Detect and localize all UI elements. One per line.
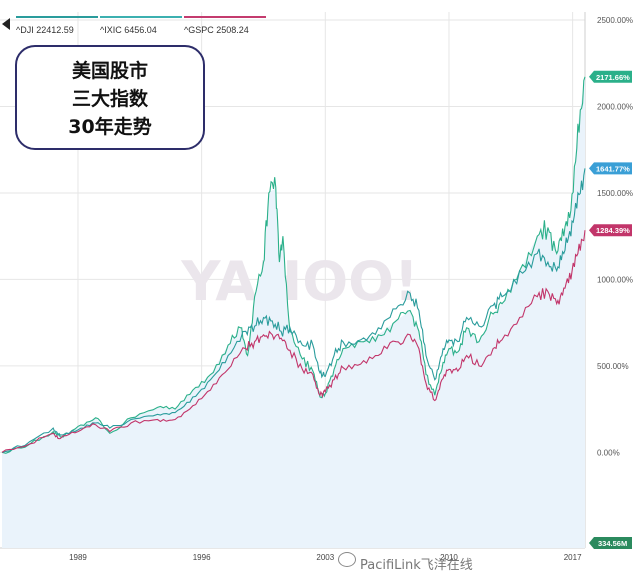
- end-label-text: 1284.39%: [596, 226, 630, 235]
- y-tick-label: 0.00%: [597, 448, 620, 457]
- volume-label: 334.56M: [589, 537, 632, 549]
- legend-swatch: [16, 16, 98, 18]
- end-label-badge: [589, 70, 632, 83]
- end-label-badge: [589, 162, 632, 175]
- legend-item-dji[interactable]: ^DJI 22412.59: [16, 16, 98, 40]
- legend-label: ^GSPC 2508.24: [184, 25, 249, 35]
- y-tick-label: 1000.00%: [597, 275, 633, 284]
- y-axis-ticks: 2500.00% 2000.00% 1500.00% 1000.00% 500.00% 0…: [597, 16, 633, 457]
- title-line-1: 美国股市: [71, 60, 148, 82]
- legend-swatch: [100, 16, 182, 18]
- x-tick-label: 1996: [193, 553, 211, 562]
- area-fill: [2, 76, 585, 548]
- area-fill-path: [2, 76, 585, 548]
- legend-label: ^DJI 22412.59: [16, 25, 74, 35]
- series-end-labels: 2171.66% 1641.77% 1284.39% 334.56M: [589, 70, 632, 549]
- background-watermark: YAHOO!: [180, 250, 418, 313]
- title-line-3: 30年走势: [68, 116, 152, 138]
- end-label-text: 1641.77%: [596, 164, 630, 173]
- legend-label: ^IXIC 6456.04: [100, 25, 157, 35]
- volume-label-badge: [589, 537, 632, 549]
- legend-item-ixic[interactable]: ^IXIC 6456.04: [100, 16, 182, 40]
- end-label-ixic: 2171.66%: [589, 70, 632, 83]
- source-watermark: PacifiLink飞洋在线: [360, 558, 473, 573]
- wechat-icon: [338, 552, 356, 567]
- end-label-badge: [589, 224, 632, 237]
- y-tick-label: 1500.00%: [597, 189, 633, 198]
- x-axis-ticks: 1989 1996 2003 2010 2017: [69, 553, 582, 562]
- title-box: 美国股市 三大指数 30年走势: [15, 45, 205, 150]
- x-tick-label: 2003: [316, 553, 334, 562]
- series-lines: [1, 76, 586, 454]
- end-label-gspc: 1284.39%: [589, 224, 632, 237]
- x-tick-label: 2010: [440, 553, 458, 562]
- end-label-dji: 1641.77%: [589, 162, 632, 175]
- legend-swatch: [184, 16, 266, 18]
- title-line-2: 三大指数: [71, 88, 148, 110]
- end-label-text: 2171.66%: [596, 73, 630, 82]
- x-tick-label: 2017: [564, 553, 582, 562]
- series-line-dji: [1, 168, 586, 453]
- y-tick-label: 2000.00%: [597, 102, 633, 111]
- series-line-gspc: [1, 230, 586, 453]
- y-tick-label: 500.00%: [597, 362, 629, 371]
- volume-label-text: 334.56M: [598, 539, 627, 548]
- legend-item-gspc[interactable]: ^GSPC 2508.24: [184, 16, 266, 40]
- back-arrow-icon[interactable]: [2, 18, 10, 30]
- x-tick-label: 1989: [69, 553, 87, 562]
- y-tick-label: 2500.00%: [597, 16, 633, 25]
